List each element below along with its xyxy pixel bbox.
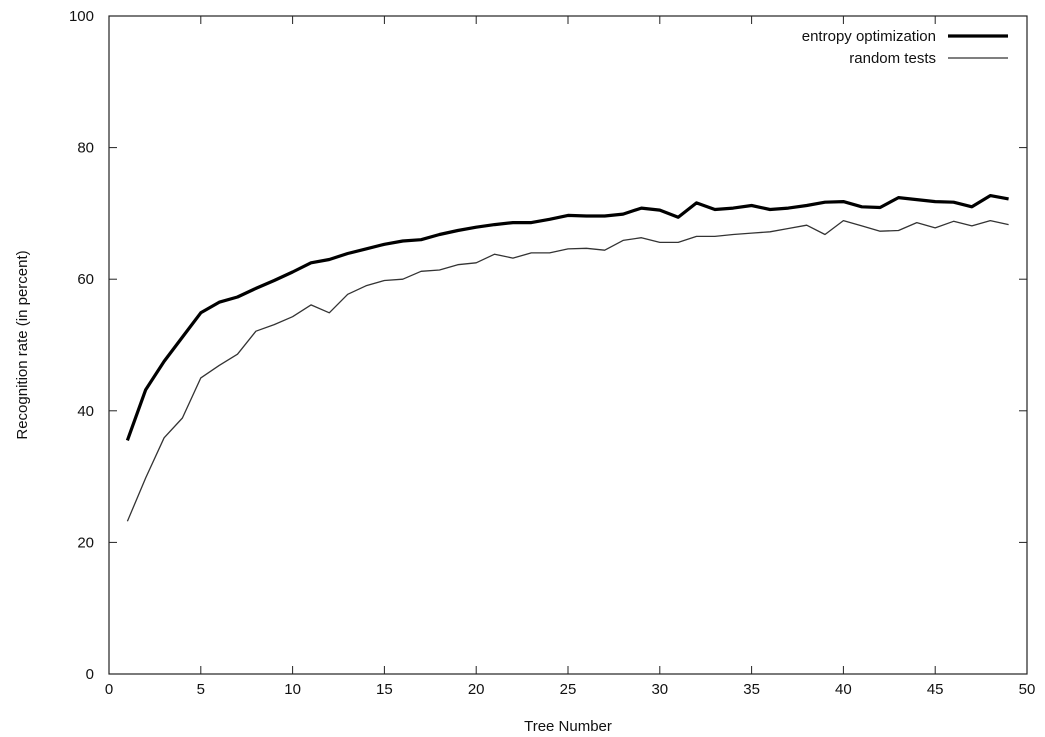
x-tick-label: 30 (651, 681, 668, 698)
x-axis-title: Tree Number (524, 718, 612, 735)
y-tick-label: 20 (77, 534, 94, 551)
x-tick-label: 45 (927, 681, 944, 698)
y-tick-label: 80 (77, 140, 94, 157)
x-tick-label: 15 (376, 681, 393, 698)
x-tick-label: 5 (197, 681, 205, 698)
legend-label: entropy optimization (802, 28, 936, 45)
x-tick-label: 10 (284, 681, 301, 698)
x-tick-label: 0 (105, 681, 113, 698)
x-tick-label: 50 (1019, 681, 1036, 698)
y-tick-label: 100 (69, 8, 94, 25)
x-tick-label: 40 (835, 681, 852, 698)
x-tick-label: 20 (468, 681, 485, 698)
series-line-random-tests (126, 219, 1009, 522)
y-tick-label: 0 (86, 666, 94, 683)
legend-label: random tests (849, 50, 936, 67)
axis-ticks: 0 5 10 15 20 25 30 35 40 45 50 0 20 40 60 80 100 (69, 8, 1035, 698)
y-axis-title: Recognition rate (in percent) (14, 250, 31, 439)
plot-frame (108, 15, 1028, 675)
x-tick-label: 35 (743, 681, 760, 698)
legend: entropy optimization random tests (802, 28, 1008, 67)
y-tick-label: 60 (77, 271, 94, 288)
series-line-entropy-optimization (125, 194, 1009, 441)
x-tick-label: 25 (560, 681, 577, 698)
y-tick-label: 40 (77, 403, 94, 420)
series-group (125, 194, 1009, 522)
